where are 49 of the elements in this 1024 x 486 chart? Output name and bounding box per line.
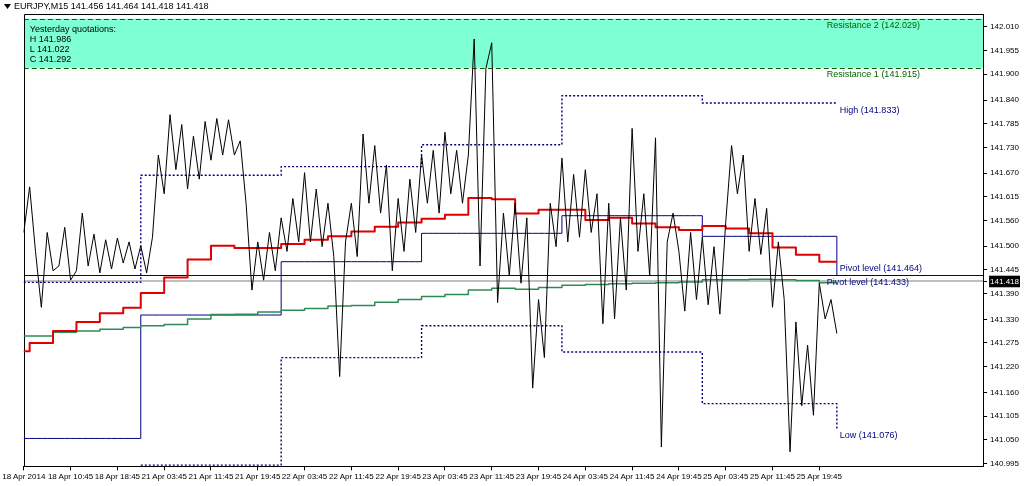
y-tick-label: 141.105 [990, 411, 1020, 421]
y-tick-label: 141.840 [990, 95, 1020, 105]
x-tick-label: 18 Apr 18:45 [94, 472, 141, 482]
x-tick-label: 18 Apr 10:45 [47, 472, 94, 482]
y-tick-label: 140.995 [990, 458, 1020, 468]
y-tick-label: 141.050 [990, 434, 1020, 444]
x-tick-label: 22 Apr 03:45 [281, 472, 328, 482]
x-tick-label: 25 Apr 11:45 [750, 472, 796, 482]
annotation: L 141.022 [29, 44, 70, 55]
x-tick-label: 23 Apr 03:45 [422, 472, 469, 482]
x-tick-label: 22 Apr 19:45 [375, 472, 422, 482]
annotation: Pivot level (141.464) [839, 263, 922, 274]
x-tick-label: 21 Apr 19:45 [235, 472, 281, 482]
ref-line-label: Resistance 1 (141.915) [826, 69, 920, 80]
x-tick-label: 25 Apr 03:45 [703, 472, 749, 482]
x-tick-label: 24 Apr 03:45 [562, 472, 609, 482]
y-tick-label: 141.275 [990, 338, 1020, 348]
y-tick-label: 141.955 [990, 45, 1020, 55]
y-tick-label: 141.500 [990, 241, 1020, 251]
y-tick-label: 141.785 [990, 118, 1020, 128]
x-tick-label: 21 Apr 03:45 [141, 472, 188, 482]
annotation: Low (141.076) [839, 430, 898, 441]
y-tick-label: 141.330 [990, 314, 1020, 324]
x-tick-label: 21 Apr 11:45 [188, 472, 234, 482]
y-tick-label: 141.900 [990, 69, 1020, 79]
x-tick-label: 24 Apr 19:45 [656, 472, 703, 482]
annotation: Yesterday quotations: [29, 24, 117, 35]
ref-line-label: Pivot level (141.433) [826, 276, 909, 287]
x-tick-label: 18 Apr 2014 [2, 472, 46, 482]
x-tick-label: 22 Apr 11:45 [328, 472, 375, 482]
y-tick-label: 141.730 [990, 142, 1020, 152]
y-tick-label: 141.390 [990, 288, 1020, 298]
x-tick-label: 25 Apr 19:45 [796, 472, 843, 482]
chart-title: EURJPY,M15 141.456 141.464 141.418 141.418 [14, 1, 209, 12]
y-tick-label: 141.560 [990, 215, 1020, 225]
y-tick-label: 142.010 [990, 22, 1020, 32]
annotation: C 141.292 [29, 54, 72, 65]
y-tick-label: 141.670 [990, 168, 1020, 178]
x-tick-label: 23 Apr 19:45 [515, 472, 562, 482]
ref-line-label: Resistance 2 (142.029) [826, 20, 920, 31]
y-tick-label: 141.418 [990, 276, 1020, 286]
y-tick-label: 141.445 [990, 265, 1020, 275]
x-tick-label: 24 Apr 11:45 [609, 472, 656, 482]
y-tick-label: 141.160 [990, 387, 1020, 397]
annotation: H 141.986 [29, 34, 72, 45]
x-tick-label: 23 Apr 11:45 [469, 472, 515, 482]
annotation: High (141.833) [839, 104, 900, 115]
y-tick-label: 141.615 [990, 191, 1020, 201]
y-tick-label: 141.220 [990, 361, 1020, 371]
